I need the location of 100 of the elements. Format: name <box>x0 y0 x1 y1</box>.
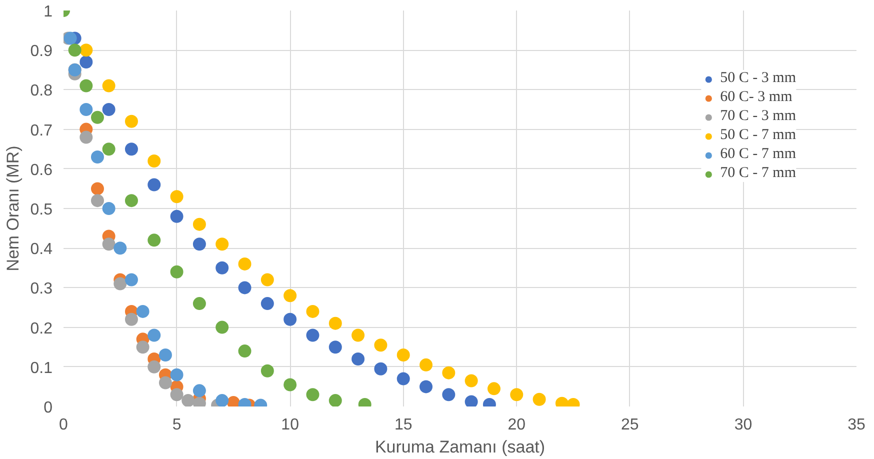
y-tick-label: 0.5 <box>30 202 53 218</box>
point <box>464 395 478 406</box>
x-tick-label: 15 <box>394 416 412 434</box>
x-axis-title: Kuruma Zamanı (saat) <box>374 438 546 456</box>
point <box>192 384 206 398</box>
point <box>80 44 93 57</box>
point <box>90 194 104 208</box>
point <box>216 238 229 251</box>
point <box>396 372 410 386</box>
point <box>80 79 93 92</box>
point <box>192 218 206 231</box>
point <box>102 142 116 156</box>
point <box>148 154 161 168</box>
point <box>216 394 229 406</box>
point <box>102 238 116 251</box>
y-tick-label: 0.7 <box>30 122 53 140</box>
point <box>464 374 478 388</box>
point <box>420 358 433 372</box>
point <box>328 340 342 354</box>
point <box>170 265 184 278</box>
point <box>260 297 274 310</box>
y-tick-label: 0.4 <box>30 241 53 258</box>
point <box>170 368 184 382</box>
point <box>80 103 93 116</box>
point <box>148 360 161 374</box>
y-tick-label: 0.9 <box>30 43 53 60</box>
point <box>80 55 93 68</box>
point <box>238 344 252 358</box>
point <box>124 273 138 286</box>
point <box>487 382 500 396</box>
y-tick-label: 0 <box>44 400 53 416</box>
x-tick-label: 25 <box>621 416 639 434</box>
point <box>238 257 252 270</box>
y-tick-label: 0.1 <box>30 360 53 377</box>
point <box>170 210 184 223</box>
point <box>136 340 150 354</box>
point <box>442 366 456 380</box>
point <box>102 103 116 116</box>
point <box>216 320 229 334</box>
point <box>284 312 297 326</box>
point <box>158 348 172 362</box>
x-tick-label: 35 <box>848 416 866 434</box>
point <box>284 289 297 302</box>
point <box>192 297 206 310</box>
point <box>352 352 365 366</box>
point <box>284 378 297 392</box>
point <box>238 281 252 294</box>
legend-label: 60 C- 3 mm <box>720 89 792 106</box>
point <box>148 234 161 247</box>
point <box>90 110 104 124</box>
point <box>510 388 524 402</box>
point <box>170 388 184 402</box>
point <box>374 338 388 352</box>
legend-label: 70 C - 3 mm <box>720 108 796 125</box>
legend-label: 50 C - 3 mm <box>720 70 796 87</box>
x-tick-label: 0 <box>59 416 68 434</box>
x-tick-label: 10 <box>281 416 300 434</box>
point <box>328 394 342 406</box>
point <box>80 130 93 144</box>
point <box>532 392 546 406</box>
point <box>170 190 184 204</box>
point <box>124 194 138 208</box>
point <box>158 376 172 390</box>
point <box>136 304 150 318</box>
point <box>442 388 456 402</box>
point <box>102 202 116 215</box>
point <box>102 79 116 92</box>
point <box>306 388 320 402</box>
x-tick-label: 30 <box>734 416 752 434</box>
point <box>306 304 320 318</box>
x-tick-label: 5 <box>172 416 182 434</box>
point <box>352 328 365 342</box>
point <box>306 328 320 342</box>
point <box>420 380 433 394</box>
point <box>260 273 274 286</box>
point <box>192 238 206 251</box>
point <box>148 328 161 342</box>
point <box>90 150 104 164</box>
y-tick-label: 0.6 <box>30 162 53 179</box>
point <box>396 348 410 362</box>
point <box>90 182 104 196</box>
point <box>124 142 138 156</box>
point <box>374 362 388 376</box>
point <box>114 242 127 255</box>
legend-label: 60 C - 7 mm <box>720 146 796 163</box>
y-tick-label: 0.8 <box>30 82 53 100</box>
legend-label: 70 C - 7 mm <box>720 165 796 182</box>
point <box>148 178 161 192</box>
legend-label: 50 C - 7 mm <box>720 127 796 144</box>
x-tick-label: 20 <box>508 416 526 434</box>
point <box>260 364 274 378</box>
point <box>68 44 82 57</box>
y-axis-title: Nem Oranı (MR) <box>3 146 22 272</box>
y-tick-label: 1 <box>44 4 53 20</box>
point <box>182 394 195 406</box>
y-tick-label: 0.2 <box>30 320 53 338</box>
point <box>328 316 342 330</box>
point <box>124 114 138 128</box>
point <box>124 312 138 326</box>
point <box>216 261 229 274</box>
